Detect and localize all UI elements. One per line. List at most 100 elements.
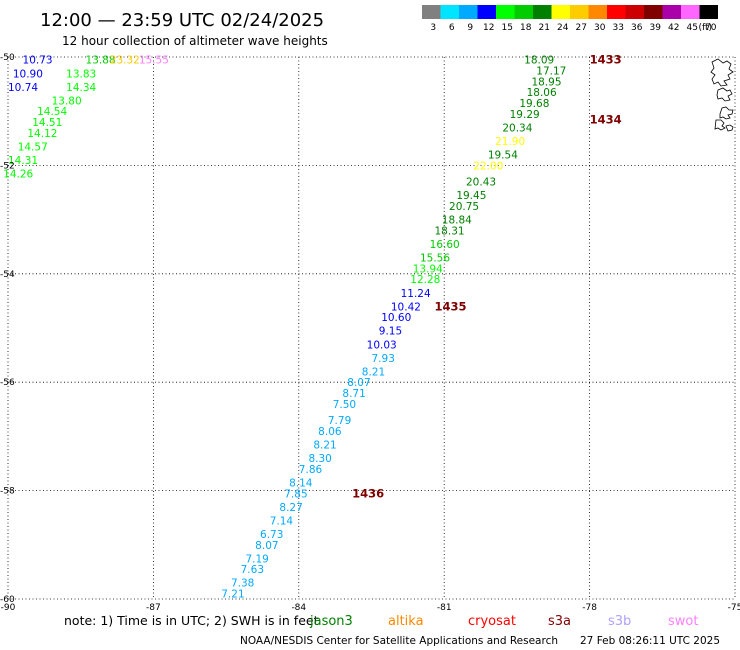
- wave-height-point: 15.55: [139, 55, 169, 67]
- wave-height-point: 6.73: [260, 529, 283, 541]
- wave-height-point: 8.30: [308, 453, 331, 465]
- wave-height-point: 14.12: [27, 128, 57, 140]
- wave-height-point: 8.14: [289, 477, 313, 489]
- satellite-name: s3a: [548, 614, 571, 629]
- satellite-name: s3b: [608, 614, 631, 629]
- wave-height-point: 10.42: [391, 301, 421, 313]
- legend-swatch: [625, 5, 644, 19]
- legend-swatch: [588, 5, 607, 19]
- legend-label: 15: [502, 23, 513, 33]
- legend-swatch: [607, 5, 626, 19]
- wave-height-point: 23.32: [110, 55, 140, 67]
- x-tick-label: -81: [437, 603, 452, 613]
- wave-height-point: 7.63: [241, 564, 264, 576]
- wave-height-point: 18.95: [531, 76, 561, 88]
- legend-label: 33: [613, 23, 624, 33]
- legend-swatch: [496, 5, 515, 19]
- satellite-list: jason3 altika cryosat s3a s3b swot: [309, 614, 698, 629]
- legend-swatch: [570, 5, 589, 19]
- wave-height-point: 8.07: [347, 377, 370, 389]
- wave-height-point: 7.21: [221, 589, 244, 601]
- wave-height-point: 14.26: [3, 169, 33, 181]
- wave-height-point: 14.51: [32, 117, 62, 129]
- y-tick-label: -60: [0, 595, 15, 605]
- wave-height-point: 13.88: [86, 55, 116, 67]
- wave-height-point: 7.14: [270, 515, 294, 527]
- legend-swatch: [533, 5, 552, 19]
- wave-height-point: 8.27: [279, 502, 302, 514]
- wave-height-point: 21.90: [495, 136, 525, 148]
- wave-height-point: 7.93: [372, 353, 395, 365]
- x-tick-label: -75: [728, 603, 740, 613]
- wave-height-point: 10.90: [13, 68, 43, 80]
- wave-height-point: 11.24: [401, 288, 431, 300]
- wave-height-point: 16.60: [430, 239, 460, 251]
- wave-height-point: 13.94: [413, 263, 443, 275]
- wave-height-point: 17.17: [536, 66, 566, 78]
- y-tick-label: -58: [0, 487, 15, 497]
- legend-label: 12: [483, 23, 494, 33]
- wave-height-point: 15.56: [420, 253, 450, 265]
- satellite-name: swot: [668, 614, 698, 629]
- legend-swatch: [440, 5, 459, 19]
- color-legend: 3 6 9 12 15 18 21 24 27 30 33 36 39 42 45 70(ft): [422, 5, 718, 33]
- legend-label: 30: [594, 23, 606, 33]
- wave-height-point: 7.86: [299, 464, 323, 476]
- wave-height-point: 20.75: [449, 201, 479, 213]
- wave-height-point: 8.21: [362, 366, 385, 378]
- legend-label: 70: [705, 23, 717, 33]
- wave-height-point: 18.84: [442, 215, 472, 227]
- wave-height-point: 7.50: [333, 399, 356, 411]
- x-tick-label: -90: [1, 603, 16, 613]
- wave-height-point: 7.85: [284, 488, 307, 500]
- wave-height-point: 10.74: [8, 82, 38, 94]
- tick-labels: -90 -87 -84 -81 -78 -75 -50 -52 -54 -56 -58 -60: [0, 53, 740, 613]
- chart-title: 12:00 — 23:59 UTC 02/24/2025: [40, 10, 324, 31]
- legend-label: 21: [539, 23, 550, 33]
- legend-label: 42: [668, 23, 679, 33]
- wave-height-point: 10.73: [23, 55, 53, 67]
- legend-label: 36: [631, 23, 643, 33]
- legend-swatch: [422, 5, 441, 19]
- coastline-decoration: [710, 58, 734, 132]
- legend-label: 39: [650, 23, 662, 33]
- legend-swatch: [551, 5, 570, 19]
- x-tick-label: -87: [146, 603, 161, 613]
- y-tick-label: -52: [0, 161, 15, 171]
- legend-swatch: [662, 5, 681, 19]
- chart-subtitle: 12 hour collection of altimeter wave hei…: [62, 34, 328, 48]
- satellite-name: altika: [388, 614, 424, 629]
- wave-height-point: 13.80: [52, 95, 82, 107]
- wave-height-point: 8.21: [313, 440, 336, 452]
- wave-height-point: 7.19: [245, 553, 268, 565]
- legend-unit: (ft): [698, 23, 712, 33]
- wave-height-point: 18.09: [524, 55, 554, 67]
- wave-height-point: 8.06: [318, 426, 342, 438]
- wave-height-point: 14.57: [18, 141, 48, 153]
- pass-time-label: 1433: [590, 53, 622, 67]
- footer-note: note: 1) Time is in UTC; 2) SWH is in fe…: [64, 613, 319, 628]
- wave-height-point: 14.54: [37, 106, 67, 118]
- pass-time-label: 1434: [590, 112, 622, 126]
- legend-label: 18: [520, 23, 532, 33]
- wave-height-point: 20.34: [502, 122, 532, 134]
- legend-swatch: [459, 5, 478, 19]
- wave-height-point: 22.00: [473, 160, 503, 172]
- wave-height-point: 19.45: [456, 190, 486, 202]
- wave-height-point: 19.29: [510, 109, 540, 121]
- satellite-name: cryosat: [468, 614, 516, 629]
- satellite-name: jason3: [309, 614, 353, 629]
- legend-swatch: [644, 5, 663, 19]
- wave-height-point: 20.43: [466, 177, 496, 189]
- legend-label: 45: [687, 23, 698, 33]
- time-labels: 1433 1434 1435 1436: [352, 53, 622, 501]
- legend-label: 27: [576, 23, 587, 33]
- legend-label: 3: [430, 23, 436, 33]
- footer-timestamp: 27 Feb 08:26:11 UTC 2025: [580, 635, 720, 647]
- wave-height-point: 10.60: [381, 312, 411, 324]
- wave-height-point: 7.79: [328, 415, 351, 427]
- wave-height-point: 10.03: [367, 339, 397, 351]
- y-tick-label: -56: [0, 378, 15, 388]
